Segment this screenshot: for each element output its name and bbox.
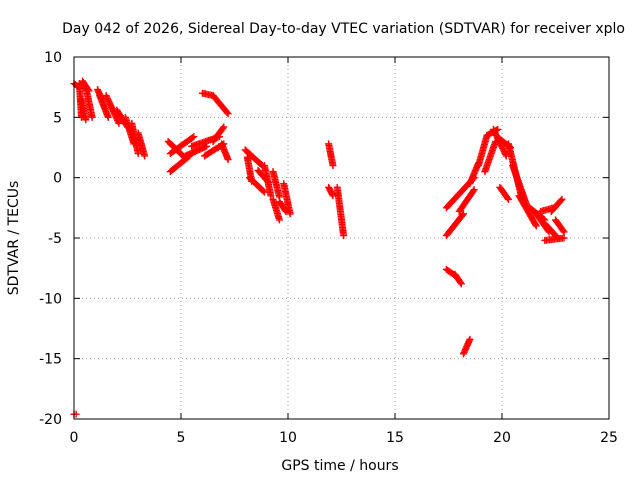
data-points xyxy=(70,77,568,418)
data-point-marker xyxy=(560,228,568,236)
y-tick-label: -20 xyxy=(39,412,62,428)
data-point-marker xyxy=(189,134,197,142)
data-point-marker xyxy=(559,227,567,235)
data-point-marker xyxy=(456,278,464,286)
y-axis-ticks: -20 -15 -10 -5 0 5 10 xyxy=(39,50,609,428)
data-point-marker xyxy=(459,210,467,218)
x-tick-label: 20 xyxy=(493,430,511,446)
x-tick-label: 10 xyxy=(279,430,297,446)
data-point-marker xyxy=(458,211,466,219)
data-point-marker xyxy=(504,195,512,203)
data-point-marker xyxy=(104,113,112,121)
x-tick-label: 5 xyxy=(177,430,186,446)
x-axis-label: GPS time / hours xyxy=(281,458,398,474)
data-point-marker xyxy=(275,216,283,224)
data-point-marker xyxy=(340,232,348,240)
data-point-marker xyxy=(141,152,149,160)
x-axis-ticks: 0 5 10 15 20 25 xyxy=(70,57,618,446)
data-point-marker xyxy=(264,177,272,185)
data-point-marker xyxy=(88,113,96,121)
x-tick-label: 25 xyxy=(600,430,618,446)
data-point-marker xyxy=(220,123,228,131)
data-point-marker xyxy=(557,197,565,205)
data-point-marker xyxy=(257,161,265,169)
y-tick-label: 10 xyxy=(44,50,62,66)
data-point-marker xyxy=(560,234,568,242)
y-tick-label: -15 xyxy=(39,352,62,368)
y-tick-label: -5 xyxy=(48,231,62,247)
data-point-marker xyxy=(259,187,267,195)
data-point-marker xyxy=(223,109,231,117)
y-tick-label: 0 xyxy=(53,171,62,187)
data-point-marker xyxy=(224,156,232,164)
data-point-marker xyxy=(115,119,123,127)
data-point-marker xyxy=(286,210,294,218)
y-tick-label: -10 xyxy=(39,291,62,307)
grid xyxy=(74,57,609,419)
x-tick-label: 15 xyxy=(386,430,404,446)
x-tick-label: 0 xyxy=(70,430,79,446)
data-point-marker xyxy=(457,280,465,288)
data-point-marker xyxy=(267,192,275,200)
chart-title: Day 042 of 2026, Sidereal Day-to-day VTE… xyxy=(62,21,625,37)
data-point-marker xyxy=(532,222,540,230)
data-point-marker xyxy=(329,162,337,170)
data-point-marker xyxy=(328,190,336,198)
data-point-marker xyxy=(469,187,477,195)
data-point-marker xyxy=(558,195,566,203)
y-axis-label: SDTVAR / TECUs xyxy=(6,181,22,296)
data-point-marker xyxy=(219,124,227,132)
data-point-marker xyxy=(265,178,273,186)
data-point-marker xyxy=(190,133,198,141)
y-tick-label: 5 xyxy=(53,110,62,126)
data-point-marker xyxy=(224,110,232,118)
data-point-marker xyxy=(82,116,90,124)
data-point-marker xyxy=(470,186,478,194)
data-point-marker xyxy=(503,194,511,202)
data-point-marker xyxy=(531,221,539,229)
data-point-marker xyxy=(466,335,474,343)
